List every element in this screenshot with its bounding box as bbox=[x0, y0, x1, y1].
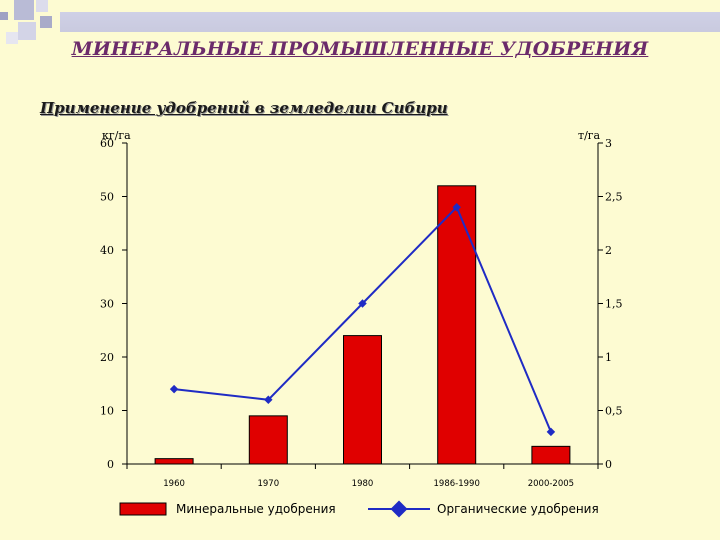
x-tick-label: 1970 bbox=[257, 479, 279, 489]
legend-label-mineral: Минеральные удобрения bbox=[176, 502, 336, 516]
right-tick-label: 1,5 bbox=[605, 298, 623, 311]
slide-title: МИНЕРАЛЬНЫЕ ПРОМЫШЛЕННЫЕ УДОБРЕНИЯ bbox=[71, 38, 649, 60]
line-point bbox=[358, 299, 367, 308]
left-tick-label: 20 bbox=[100, 351, 114, 364]
left-tick-label: 10 bbox=[100, 405, 114, 418]
legend-marker-organic bbox=[390, 500, 408, 518]
header-band bbox=[60, 12, 720, 32]
bar-series bbox=[154, 185, 571, 465]
left-tick-label: 60 bbox=[100, 137, 114, 150]
line-point bbox=[264, 395, 273, 405]
right-tick-label: 3 bbox=[605, 137, 612, 150]
right-tick-label: 0 bbox=[605, 458, 612, 471]
bar bbox=[437, 185, 477, 465]
left-tick-label: 30 bbox=[100, 298, 114, 311]
right-tick-label: 2 bbox=[605, 244, 612, 257]
bar bbox=[343, 335, 382, 465]
right-tick-label: 2,5 bbox=[605, 191, 623, 204]
left-tick-label: 0 bbox=[107, 458, 114, 471]
legend-label-organic: Органические удобрения bbox=[437, 502, 599, 516]
line-point bbox=[546, 427, 556, 437]
x-tick-label: 1986-1990 bbox=[434, 479, 480, 489]
line-point bbox=[169, 384, 179, 394]
bar bbox=[248, 415, 288, 465]
line-series bbox=[169, 202, 556, 437]
x-tick-label: 2000-2005 bbox=[528, 479, 574, 489]
chart-legend: Минеральные удобрения Органические удобр… bbox=[119, 500, 599, 518]
bar bbox=[531, 445, 571, 465]
tick-labels: 0 10 20 30 40 50 60 0 0,5 1 1,5 2 2,5 3 1960 1970 1980 19… bbox=[100, 137, 623, 489]
line-point bbox=[452, 202, 461, 212]
legend-swatch-mineral bbox=[119, 502, 167, 516]
x-tick-label: 1960 bbox=[163, 479, 185, 489]
left-axis-unit: кг/га bbox=[102, 129, 131, 142]
right-tick-label: 1 bbox=[605, 351, 612, 364]
x-tick-label: 1980 bbox=[352, 479, 374, 489]
left-tick-label: 40 bbox=[100, 244, 114, 257]
right-tick-label: 0,5 bbox=[605, 405, 623, 418]
chart-subtitle: Применение удобрений в земледелии Сибири bbox=[40, 99, 448, 117]
left-tick-label: 50 bbox=[100, 191, 114, 204]
right-axis-unit: т/га bbox=[578, 129, 601, 142]
bar bbox=[154, 458, 194, 465]
